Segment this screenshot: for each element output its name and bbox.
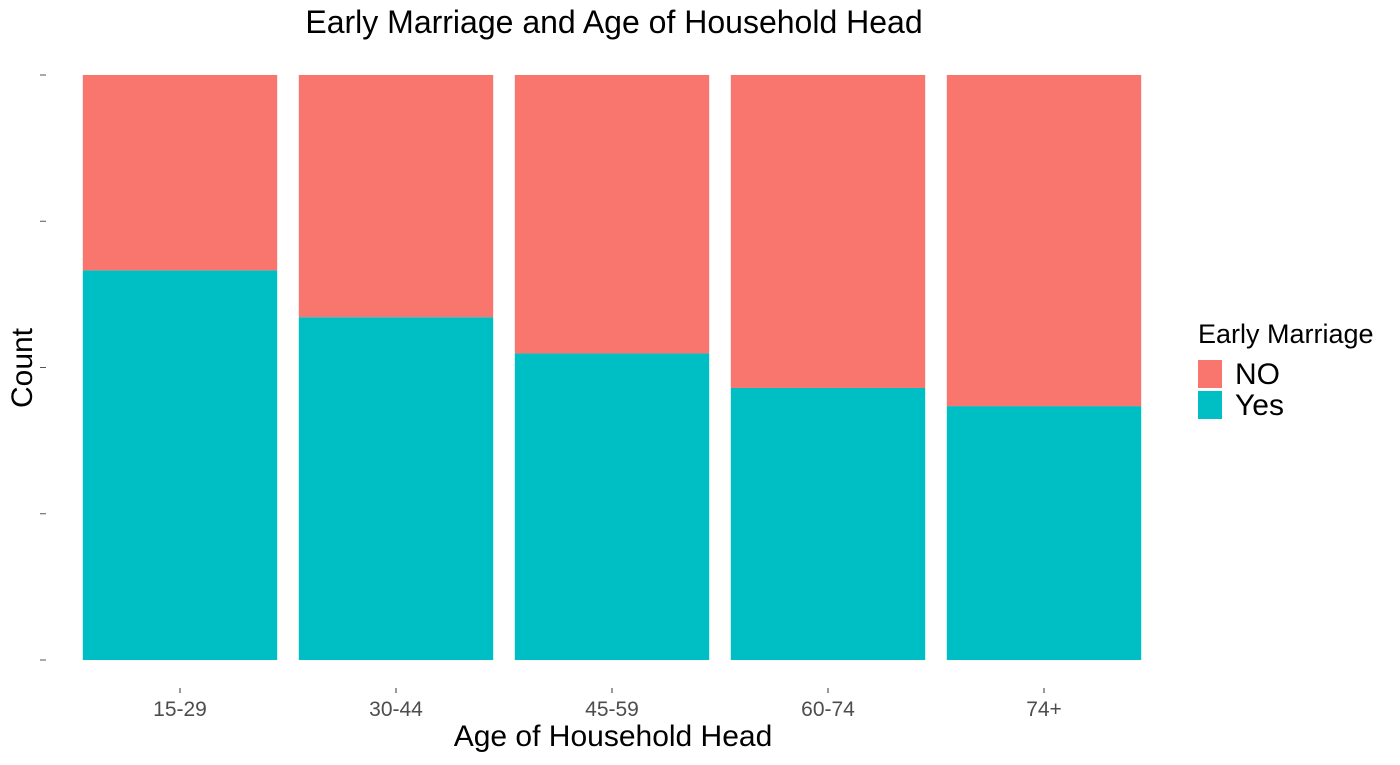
legend-swatch-no bbox=[1198, 360, 1222, 388]
bar-no-45-59 bbox=[514, 75, 710, 354]
legend-swatch-yes bbox=[1198, 391, 1222, 419]
bar-yes-74+ bbox=[946, 406, 1142, 660]
chart-title: Early Marriage and Age of Household Head bbox=[305, 4, 922, 40]
x-tick-label-60-74: 60-74 bbox=[801, 698, 855, 721]
plot-area bbox=[82, 75, 1142, 660]
bar-no-60-74 bbox=[730, 75, 926, 388]
x-tick-label-15-29: 15-29 bbox=[153, 698, 207, 721]
bar-yes-45-59 bbox=[514, 353, 710, 660]
bar-no-30-44 bbox=[298, 75, 494, 318]
x-axis: 15-29 30-44 45-59 60-74 74+ bbox=[153, 688, 1062, 721]
bar-yes-30-44 bbox=[298, 317, 494, 660]
bar-yes-60-74 bbox=[730, 387, 926, 660]
bar-no-74+ bbox=[946, 75, 1142, 407]
x-axis-title: Age of Household Head bbox=[454, 720, 773, 753]
x-tick-label-74+: 74+ bbox=[1026, 698, 1062, 721]
legend-label-yes: Yes bbox=[1235, 389, 1284, 422]
x-tick-label-45-59: 45-59 bbox=[585, 698, 639, 721]
bar-no-15-29 bbox=[82, 75, 278, 271]
legend-label-no: NO bbox=[1235, 358, 1280, 391]
bar-yes-15-29 bbox=[82, 270, 278, 660]
x-tick-label-30-44: 30-44 bbox=[369, 698, 423, 721]
y-axis-title: Count bbox=[6, 327, 39, 408]
legend-title: Early Marriage bbox=[1198, 319, 1374, 349]
y-axis bbox=[40, 74, 46, 661]
